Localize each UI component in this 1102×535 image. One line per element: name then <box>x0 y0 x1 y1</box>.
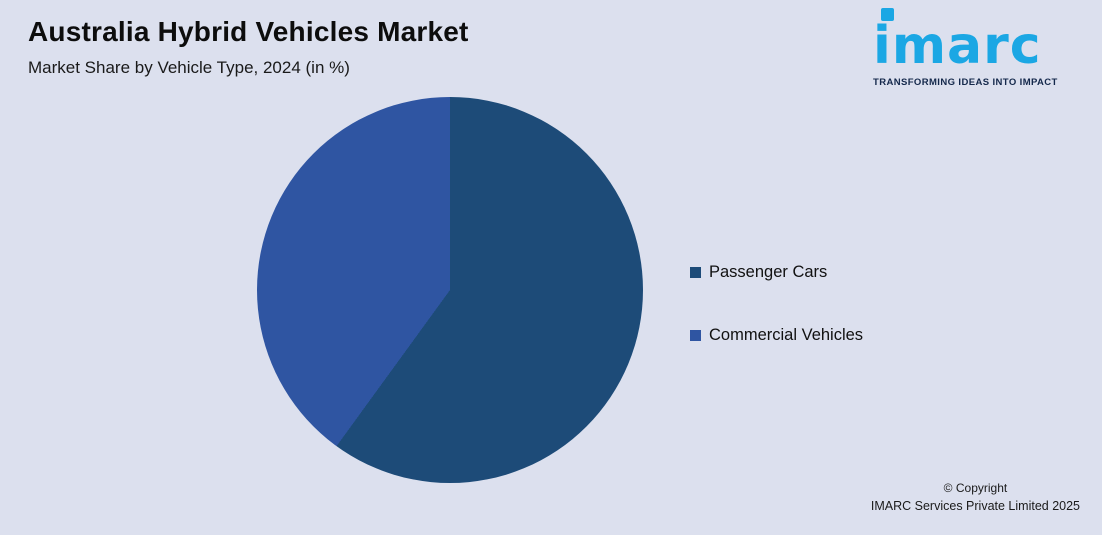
chart-header: Australia Hybrid Vehicles Market Market … <box>28 16 469 78</box>
legend-label: Commercial Vehicles <box>709 325 864 344</box>
logo-wordmark: imarc <box>873 16 1042 76</box>
copyright-line2: IMARC Services Private Limited 2025 <box>870 499 1080 513</box>
legend-marker <box>690 266 701 278</box>
imarc-logo: imarc TRANSFORMING IDEAS INTO IMPACT <box>873 8 1088 88</box>
legend-label: Passenger Cars <box>709 262 828 281</box>
chart-title: Australia Hybrid Vehicles Market <box>28 16 469 47</box>
logo-dot-icon <box>881 8 894 21</box>
legend-item-commercial-vehicles: Commercial Vehicles <box>690 321 863 349</box>
copyright-line1: © Copyright <box>943 481 1008 495</box>
pie-chart <box>257 97 643 483</box>
legend-item-passenger-cars: Passenger Cars <box>690 258 863 286</box>
logo-tagline: TRANSFORMING IDEAS INTO IMPACT <box>873 76 1058 88</box>
legend-marker <box>690 329 701 341</box>
chart-legend: Passenger Cars Commercial Vehicles <box>690 258 863 384</box>
copyright-notice: © Copyright IMARC Services Private Limit… <box>871 481 1080 513</box>
chart-subtitle: Market Share by Vehicle Type, 2024 (in %… <box>28 58 350 77</box>
